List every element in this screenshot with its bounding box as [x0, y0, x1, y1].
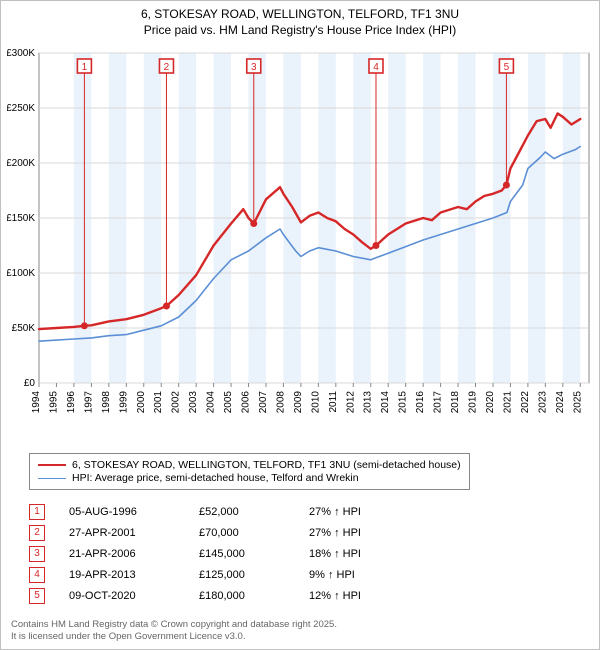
sale-pct-vs-hpi: 27% ↑ HPI: [309, 506, 399, 518]
svg-text:5: 5: [504, 62, 510, 73]
sale-price: £145,000: [199, 548, 309, 560]
legend-swatch: [38, 464, 66, 466]
svg-text:2025: 2025: [572, 391, 583, 414]
legend-item: 6, STOKESAY ROAD, WELLINGTON, TELFORD, T…: [38, 459, 461, 471]
chart-title: 6, STOKESAY ROAD, WELLINGTON, TELFORD, T…: [1, 1, 599, 38]
svg-text:2016: 2016: [415, 391, 426, 414]
svg-text:1994: 1994: [31, 391, 42, 414]
footer-line-2: It is licensed under the Open Government…: [11, 631, 337, 643]
sale-pct-vs-hpi: 18% ↑ HPI: [309, 548, 399, 560]
sale-date: 19-APR-2013: [69, 569, 199, 581]
svg-text:2005: 2005: [223, 391, 234, 414]
legend: 6, STOKESAY ROAD, WELLINGTON, TELFORD, T…: [29, 453, 470, 490]
svg-text:2011: 2011: [328, 391, 339, 413]
svg-text:2015: 2015: [398, 391, 409, 414]
svg-text:1999: 1999: [118, 391, 129, 414]
sale-marker-icon: 3: [29, 546, 45, 562]
svg-text:1: 1: [82, 62, 88, 73]
footer-attribution: Contains HM Land Registry data © Crown c…: [11, 619, 337, 643]
sale-row: 2 27-APR-2001£70,00027% ↑ HPI: [29, 525, 399, 541]
sale-row: 3 21-APR-2006£145,00018% ↑ HPI: [29, 546, 399, 562]
svg-text:£100K: £100K: [7, 268, 35, 279]
svg-text:2012: 2012: [345, 391, 356, 414]
svg-text:2: 2: [164, 62, 170, 73]
sale-row: 4 19-APR-2013£125,0009% ↑ HPI: [29, 567, 399, 583]
legend-item: HPI: Average price, semi-detached house,…: [38, 472, 461, 484]
title-line-1: 6, STOKESAY ROAD, WELLINGTON, TELFORD, T…: [1, 7, 599, 23]
svg-text:£250K: £250K: [7, 103, 35, 114]
sale-marker-icon: 2: [29, 525, 45, 541]
chart-container: 6, STOKESAY ROAD, WELLINGTON, TELFORD, T…: [0, 0, 600, 650]
svg-text:4: 4: [373, 62, 379, 73]
sale-price: £125,000: [199, 569, 309, 581]
svg-text:£150K: £150K: [7, 213, 35, 224]
svg-text:2017: 2017: [433, 391, 444, 414]
svg-text:2021: 2021: [502, 391, 513, 414]
sale-row: 5 09-OCT-2020£180,00012% ↑ HPI: [29, 588, 399, 604]
footer-line-1: Contains HM Land Registry data © Crown c…: [11, 619, 337, 631]
line-chart: £0 £50K £100K £150K £200K £250K £300K 1994 1995 1…: [7, 45, 595, 425]
svg-text:1997: 1997: [83, 391, 94, 414]
svg-text:2006: 2006: [241, 391, 252, 414]
svg-text:2013: 2013: [363, 391, 374, 414]
sale-date: 09-OCT-2020: [69, 590, 199, 602]
svg-text:1995: 1995: [48, 391, 59, 414]
sale-marker-icon: 5: [29, 588, 45, 604]
title-line-2: Price paid vs. HM Land Registry's House …: [1, 23, 599, 39]
sale-price: £52,000: [199, 506, 309, 518]
legend-label: HPI: Average price, semi-detached house,…: [72, 472, 359, 484]
svg-text:1998: 1998: [101, 391, 112, 414]
svg-text:2009: 2009: [293, 391, 304, 414]
svg-text:2003: 2003: [188, 391, 199, 414]
svg-text:£300K: £300K: [7, 48, 35, 59]
sales-table: 1 05-AUG-1996£52,00027% ↑ HPI 2 27-APR-2001…: [29, 499, 399, 609]
svg-text:£50K: £50K: [12, 323, 36, 334]
sale-price: £70,000: [199, 527, 309, 539]
svg-text:2024: 2024: [555, 391, 566, 414]
svg-text:2004: 2004: [206, 391, 217, 414]
legend-swatch: [38, 478, 66, 479]
svg-text:2020: 2020: [485, 391, 496, 414]
sale-date: 27-APR-2001: [69, 527, 199, 539]
sale-date: 21-APR-2006: [69, 548, 199, 560]
svg-text:2022: 2022: [520, 391, 531, 414]
svg-text:2000: 2000: [136, 391, 147, 414]
svg-text:1996: 1996: [66, 391, 77, 414]
svg-text:2007: 2007: [258, 391, 269, 414]
svg-text:2019: 2019: [468, 391, 479, 414]
svg-text:3: 3: [251, 62, 257, 73]
svg-text:2023: 2023: [537, 391, 548, 414]
svg-text:2018: 2018: [450, 391, 461, 414]
sale-price: £180,000: [199, 590, 309, 602]
svg-text:£200K: £200K: [7, 158, 35, 169]
svg-text:2008: 2008: [275, 391, 286, 414]
svg-text:2002: 2002: [171, 391, 182, 414]
svg-text:2014: 2014: [380, 391, 391, 414]
sale-pct-vs-hpi: 9% ↑ HPI: [309, 569, 399, 581]
legend-label: 6, STOKESAY ROAD, WELLINGTON, TELFORD, T…: [72, 459, 461, 471]
sale-marker-icon: 1: [29, 504, 45, 520]
svg-text:2001: 2001: [153, 391, 164, 414]
sale-pct-vs-hpi: 27% ↑ HPI: [309, 527, 399, 539]
svg-text:2010: 2010: [310, 391, 321, 414]
sale-date: 05-AUG-1996: [69, 506, 199, 518]
sale-row: 1 05-AUG-1996£52,00027% ↑ HPI: [29, 504, 399, 520]
svg-text:£0: £0: [24, 378, 36, 389]
sale-marker-icon: 4: [29, 567, 45, 583]
sale-pct-vs-hpi: 12% ↑ HPI: [309, 590, 399, 602]
